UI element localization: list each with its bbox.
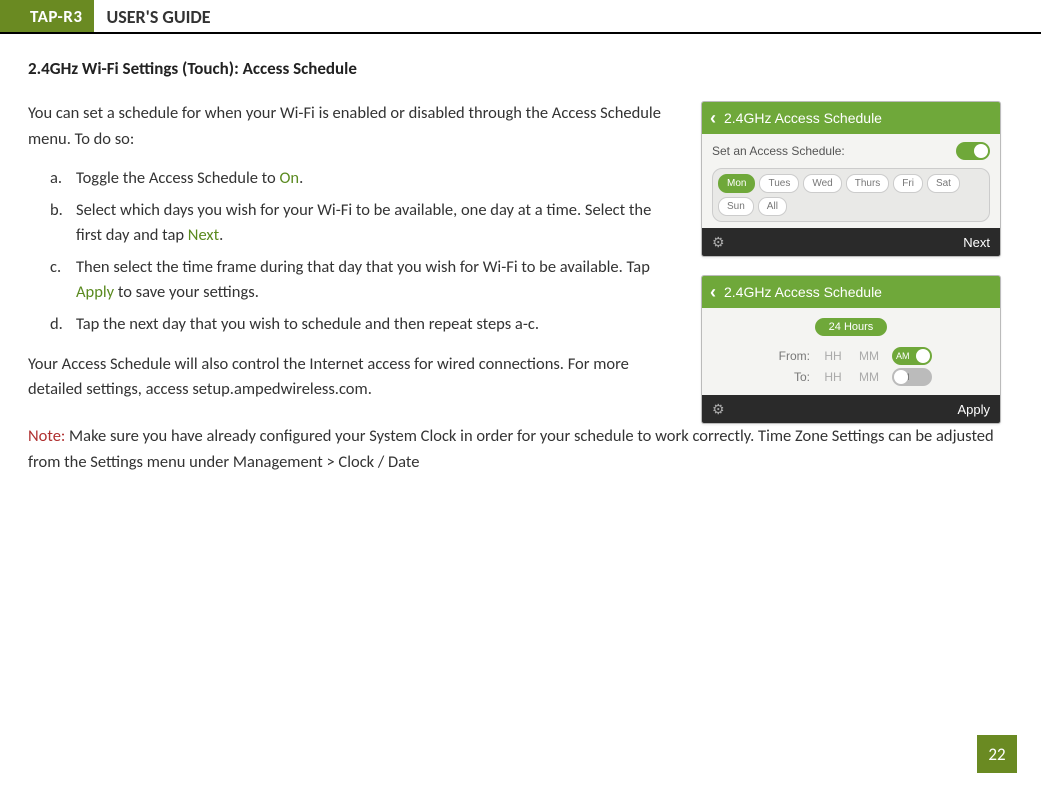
- day-pill-all[interactable]: All: [758, 197, 787, 216]
- step-c-text-2: to save your settings.: [114, 282, 259, 302]
- phone-topbar: ‹ 2.4GHz Access Schedule: [702, 276, 1000, 308]
- time-grid: From: HH MM AM To: HH MM PM: [712, 347, 990, 386]
- gear-icon[interactable]: ⚙: [712, 401, 725, 418]
- phone-bottom-bar: ⚙ Apply: [702, 395, 1000, 423]
- phone-title: 2.4GHz Access Schedule: [724, 110, 882, 126]
- from-ampm-toggle[interactable]: AM: [892, 347, 932, 365]
- schedule-toggle-row: Set an Access Schedule:: [712, 142, 990, 160]
- phone-topbar: ‹ 2.4GHz Access Schedule: [702, 102, 1000, 134]
- on-keyword: On: [279, 168, 299, 188]
- schedule-toggle[interactable]: [956, 142, 990, 160]
- text-column: You can set a schedule for when your Wi-…: [28, 101, 673, 424]
- step-a-text-1: Toggle the Access Schedule to: [76, 168, 279, 188]
- set-schedule-label: Set an Access Schedule:: [712, 144, 845, 158]
- day-pill-wed[interactable]: Wed: [803, 174, 841, 193]
- step-b-text-2: .: [219, 225, 223, 245]
- day-pill-sat[interactable]: Sat: [927, 174, 960, 193]
- to-mm[interactable]: MM: [856, 370, 882, 384]
- from-mm[interactable]: MM: [856, 349, 882, 363]
- header-accent: [0, 0, 18, 32]
- day-pill-row: Mon Tues Wed Thurs Fri Sat Sun All: [712, 168, 990, 222]
- toggle-knob-icon: [894, 370, 908, 384]
- step-b: b. Select which days you wish for your W…: [50, 198, 673, 249]
- day-pill-tues[interactable]: Tues: [759, 174, 799, 193]
- apply-keyword: Apply: [76, 282, 114, 302]
- phone-body: Set an Access Schedule: Mon Tues Wed Thu…: [702, 134, 1000, 228]
- post-paragraph: Your Access Schedule will also control t…: [28, 352, 673, 403]
- step-b-text-1: Select which days you wish for your Wi-F…: [76, 200, 651, 246]
- 24hours-pill[interactable]: 24 Hours: [815, 318, 888, 336]
- intro-paragraph: You can set a schedule for when your Wi-…: [28, 101, 673, 152]
- gear-icon[interactable]: ⚙: [712, 234, 725, 251]
- am-label: AM: [896, 351, 910, 361]
- step-marker: c.: [50, 255, 61, 281]
- next-button[interactable]: Next: [963, 235, 990, 250]
- from-label: From:: [770, 349, 810, 363]
- phone-mock-time: ‹ 2.4GHz Access Schedule 24 Hours From: …: [701, 275, 1001, 424]
- phone-body: 24 Hours From: HH MM AM To: HH MM: [702, 308, 1000, 395]
- step-marker: a.: [50, 166, 62, 192]
- step-d: d. Tap the next day that you wish to sch…: [50, 312, 673, 338]
- section-heading: 2.4GHz Wi-Fi Settings (Touch): Access Sc…: [28, 58, 1001, 79]
- phone-mock-days: ‹ 2.4GHz Access Schedule Set an Access S…: [701, 101, 1001, 257]
- from-row: From: HH MM AM: [712, 347, 990, 365]
- note-text: Make sure you have already configured yo…: [28, 426, 994, 472]
- hours-pill-row: 24 Hours: [712, 316, 990, 344]
- to-hh[interactable]: HH: [820, 370, 846, 384]
- day-pill-sun[interactable]: Sun: [718, 197, 754, 216]
- step-c-text-1: Then select the time frame during that d…: [76, 257, 650, 277]
- step-marker: d.: [50, 312, 63, 338]
- page-content: 2.4GHz Wi-Fi Settings (Touch): Access Sc…: [0, 34, 1041, 475]
- two-column-layout: You can set a schedule for when your Wi-…: [28, 101, 1001, 424]
- to-row: To: HH MM PM: [712, 368, 990, 386]
- to-label: To:: [770, 370, 810, 384]
- step-list: a. Toggle the Access Schedule to On. b. …: [28, 166, 673, 337]
- doc-title: USER'S GUIDE: [94, 0, 210, 32]
- back-chevron-icon[interactable]: ‹: [710, 282, 716, 303]
- day-pill-thurs[interactable]: Thurs: [846, 174, 890, 193]
- toggle-knob-icon: [916, 349, 930, 363]
- step-d-text: Tap the next day that you wish to schedu…: [76, 314, 539, 334]
- phone-bottom-bar: ⚙ Next: [702, 228, 1000, 256]
- step-c: c. Then select the time frame during tha…: [50, 255, 673, 306]
- note-label: Note:: [28, 426, 65, 446]
- page-number: 22: [977, 735, 1017, 773]
- back-chevron-icon[interactable]: ‹: [710, 108, 716, 129]
- day-pill-mon[interactable]: Mon: [718, 174, 755, 193]
- apply-button[interactable]: Apply: [957, 402, 990, 417]
- next-keyword: Next: [188, 225, 219, 245]
- product-tag: TAP-R3: [18, 0, 94, 32]
- phone-title: 2.4GHz Access Schedule: [724, 284, 882, 300]
- step-marker: b.: [50, 198, 63, 224]
- from-hh[interactable]: HH: [820, 349, 846, 363]
- screenshot-column: ‹ 2.4GHz Access Schedule Set an Access S…: [701, 101, 1001, 424]
- note-paragraph: Note: Make sure you have already configu…: [28, 424, 1001, 475]
- step-a: a. Toggle the Access Schedule to On.: [50, 166, 673, 192]
- day-pill-fri[interactable]: Fri: [893, 174, 923, 193]
- to-ampm-toggle[interactable]: PM: [892, 368, 932, 386]
- step-a-text-2: .: [299, 168, 303, 188]
- doc-header: TAP-R3 USER'S GUIDE: [0, 0, 1041, 34]
